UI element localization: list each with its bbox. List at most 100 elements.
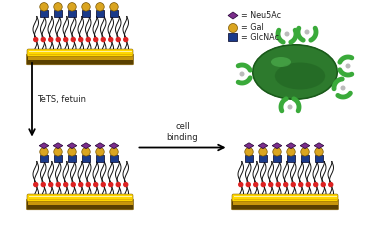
Bar — [28, 196, 131, 197]
Circle shape — [109, 183, 113, 186]
Circle shape — [86, 37, 90, 42]
Circle shape — [299, 183, 303, 186]
Circle shape — [79, 183, 83, 186]
FancyBboxPatch shape — [273, 155, 281, 162]
Circle shape — [124, 37, 128, 42]
Circle shape — [68, 148, 76, 156]
Ellipse shape — [275, 62, 325, 90]
Circle shape — [40, 148, 48, 156]
Circle shape — [239, 183, 243, 186]
FancyBboxPatch shape — [315, 155, 323, 162]
Polygon shape — [258, 143, 268, 149]
FancyBboxPatch shape — [96, 155, 104, 162]
Polygon shape — [272, 143, 282, 149]
Circle shape — [273, 148, 281, 156]
Circle shape — [245, 148, 253, 156]
FancyBboxPatch shape — [27, 194, 133, 202]
Circle shape — [284, 183, 288, 186]
Polygon shape — [95, 143, 105, 149]
Circle shape — [284, 31, 290, 37]
Circle shape — [64, 37, 68, 42]
Circle shape — [94, 37, 98, 42]
Polygon shape — [39, 143, 49, 149]
Polygon shape — [109, 143, 119, 149]
Circle shape — [261, 183, 265, 186]
Circle shape — [96, 3, 104, 11]
FancyBboxPatch shape — [54, 10, 62, 17]
Text: TeTS, fetuin: TeTS, fetuin — [37, 95, 86, 104]
FancyBboxPatch shape — [301, 155, 309, 162]
Circle shape — [86, 183, 90, 186]
Circle shape — [54, 3, 62, 11]
Circle shape — [96, 148, 104, 156]
Bar — [28, 197, 131, 198]
Polygon shape — [228, 12, 238, 19]
Circle shape — [116, 183, 120, 186]
Circle shape — [110, 148, 118, 156]
Circle shape — [276, 183, 280, 186]
Circle shape — [40, 3, 48, 11]
Ellipse shape — [271, 57, 291, 67]
Circle shape — [94, 183, 98, 186]
Polygon shape — [314, 143, 324, 149]
Bar — [233, 196, 337, 197]
Text: = Gal: = Gal — [241, 24, 264, 32]
Text: = GlcNAc: = GlcNAc — [241, 32, 279, 42]
Circle shape — [82, 3, 90, 11]
Ellipse shape — [252, 44, 338, 100]
FancyBboxPatch shape — [232, 194, 338, 202]
Polygon shape — [244, 143, 254, 149]
Circle shape — [304, 29, 310, 35]
Circle shape — [228, 24, 238, 32]
Bar — [233, 197, 337, 198]
Circle shape — [287, 104, 293, 110]
Bar — [28, 54, 131, 55]
FancyBboxPatch shape — [96, 10, 104, 17]
Polygon shape — [67, 143, 77, 149]
FancyBboxPatch shape — [27, 199, 133, 210]
FancyBboxPatch shape — [82, 155, 90, 162]
Circle shape — [82, 148, 90, 156]
Bar — [233, 198, 337, 205]
Circle shape — [341, 86, 345, 90]
Circle shape — [346, 64, 350, 68]
Polygon shape — [81, 143, 91, 149]
Circle shape — [315, 148, 323, 156]
Circle shape — [288, 105, 292, 109]
Circle shape — [109, 37, 113, 42]
FancyBboxPatch shape — [110, 10, 118, 17]
FancyBboxPatch shape — [287, 155, 295, 162]
Circle shape — [239, 71, 245, 77]
FancyBboxPatch shape — [245, 155, 253, 162]
FancyBboxPatch shape — [231, 199, 339, 210]
Circle shape — [101, 37, 105, 42]
FancyBboxPatch shape — [82, 10, 90, 17]
Circle shape — [124, 183, 128, 186]
FancyBboxPatch shape — [40, 10, 48, 17]
Circle shape — [64, 183, 68, 186]
Circle shape — [254, 183, 258, 186]
Bar — [27, 54, 133, 60]
FancyBboxPatch shape — [110, 155, 118, 162]
Circle shape — [269, 183, 273, 186]
FancyBboxPatch shape — [259, 155, 267, 162]
Circle shape — [49, 37, 53, 42]
Circle shape — [259, 148, 267, 156]
Circle shape — [56, 183, 60, 186]
Circle shape — [71, 183, 75, 186]
FancyBboxPatch shape — [40, 155, 48, 162]
Circle shape — [34, 37, 38, 42]
Circle shape — [79, 37, 83, 42]
Circle shape — [306, 183, 310, 186]
Text: = Neu5Ac: = Neu5Ac — [241, 11, 281, 20]
FancyBboxPatch shape — [54, 155, 62, 162]
Bar — [27, 198, 133, 205]
Circle shape — [246, 183, 250, 186]
Bar — [233, 198, 337, 200]
Bar — [28, 52, 131, 54]
FancyBboxPatch shape — [27, 49, 133, 56]
Circle shape — [49, 183, 53, 186]
FancyBboxPatch shape — [68, 10, 76, 17]
Circle shape — [291, 183, 295, 186]
Circle shape — [240, 72, 244, 76]
